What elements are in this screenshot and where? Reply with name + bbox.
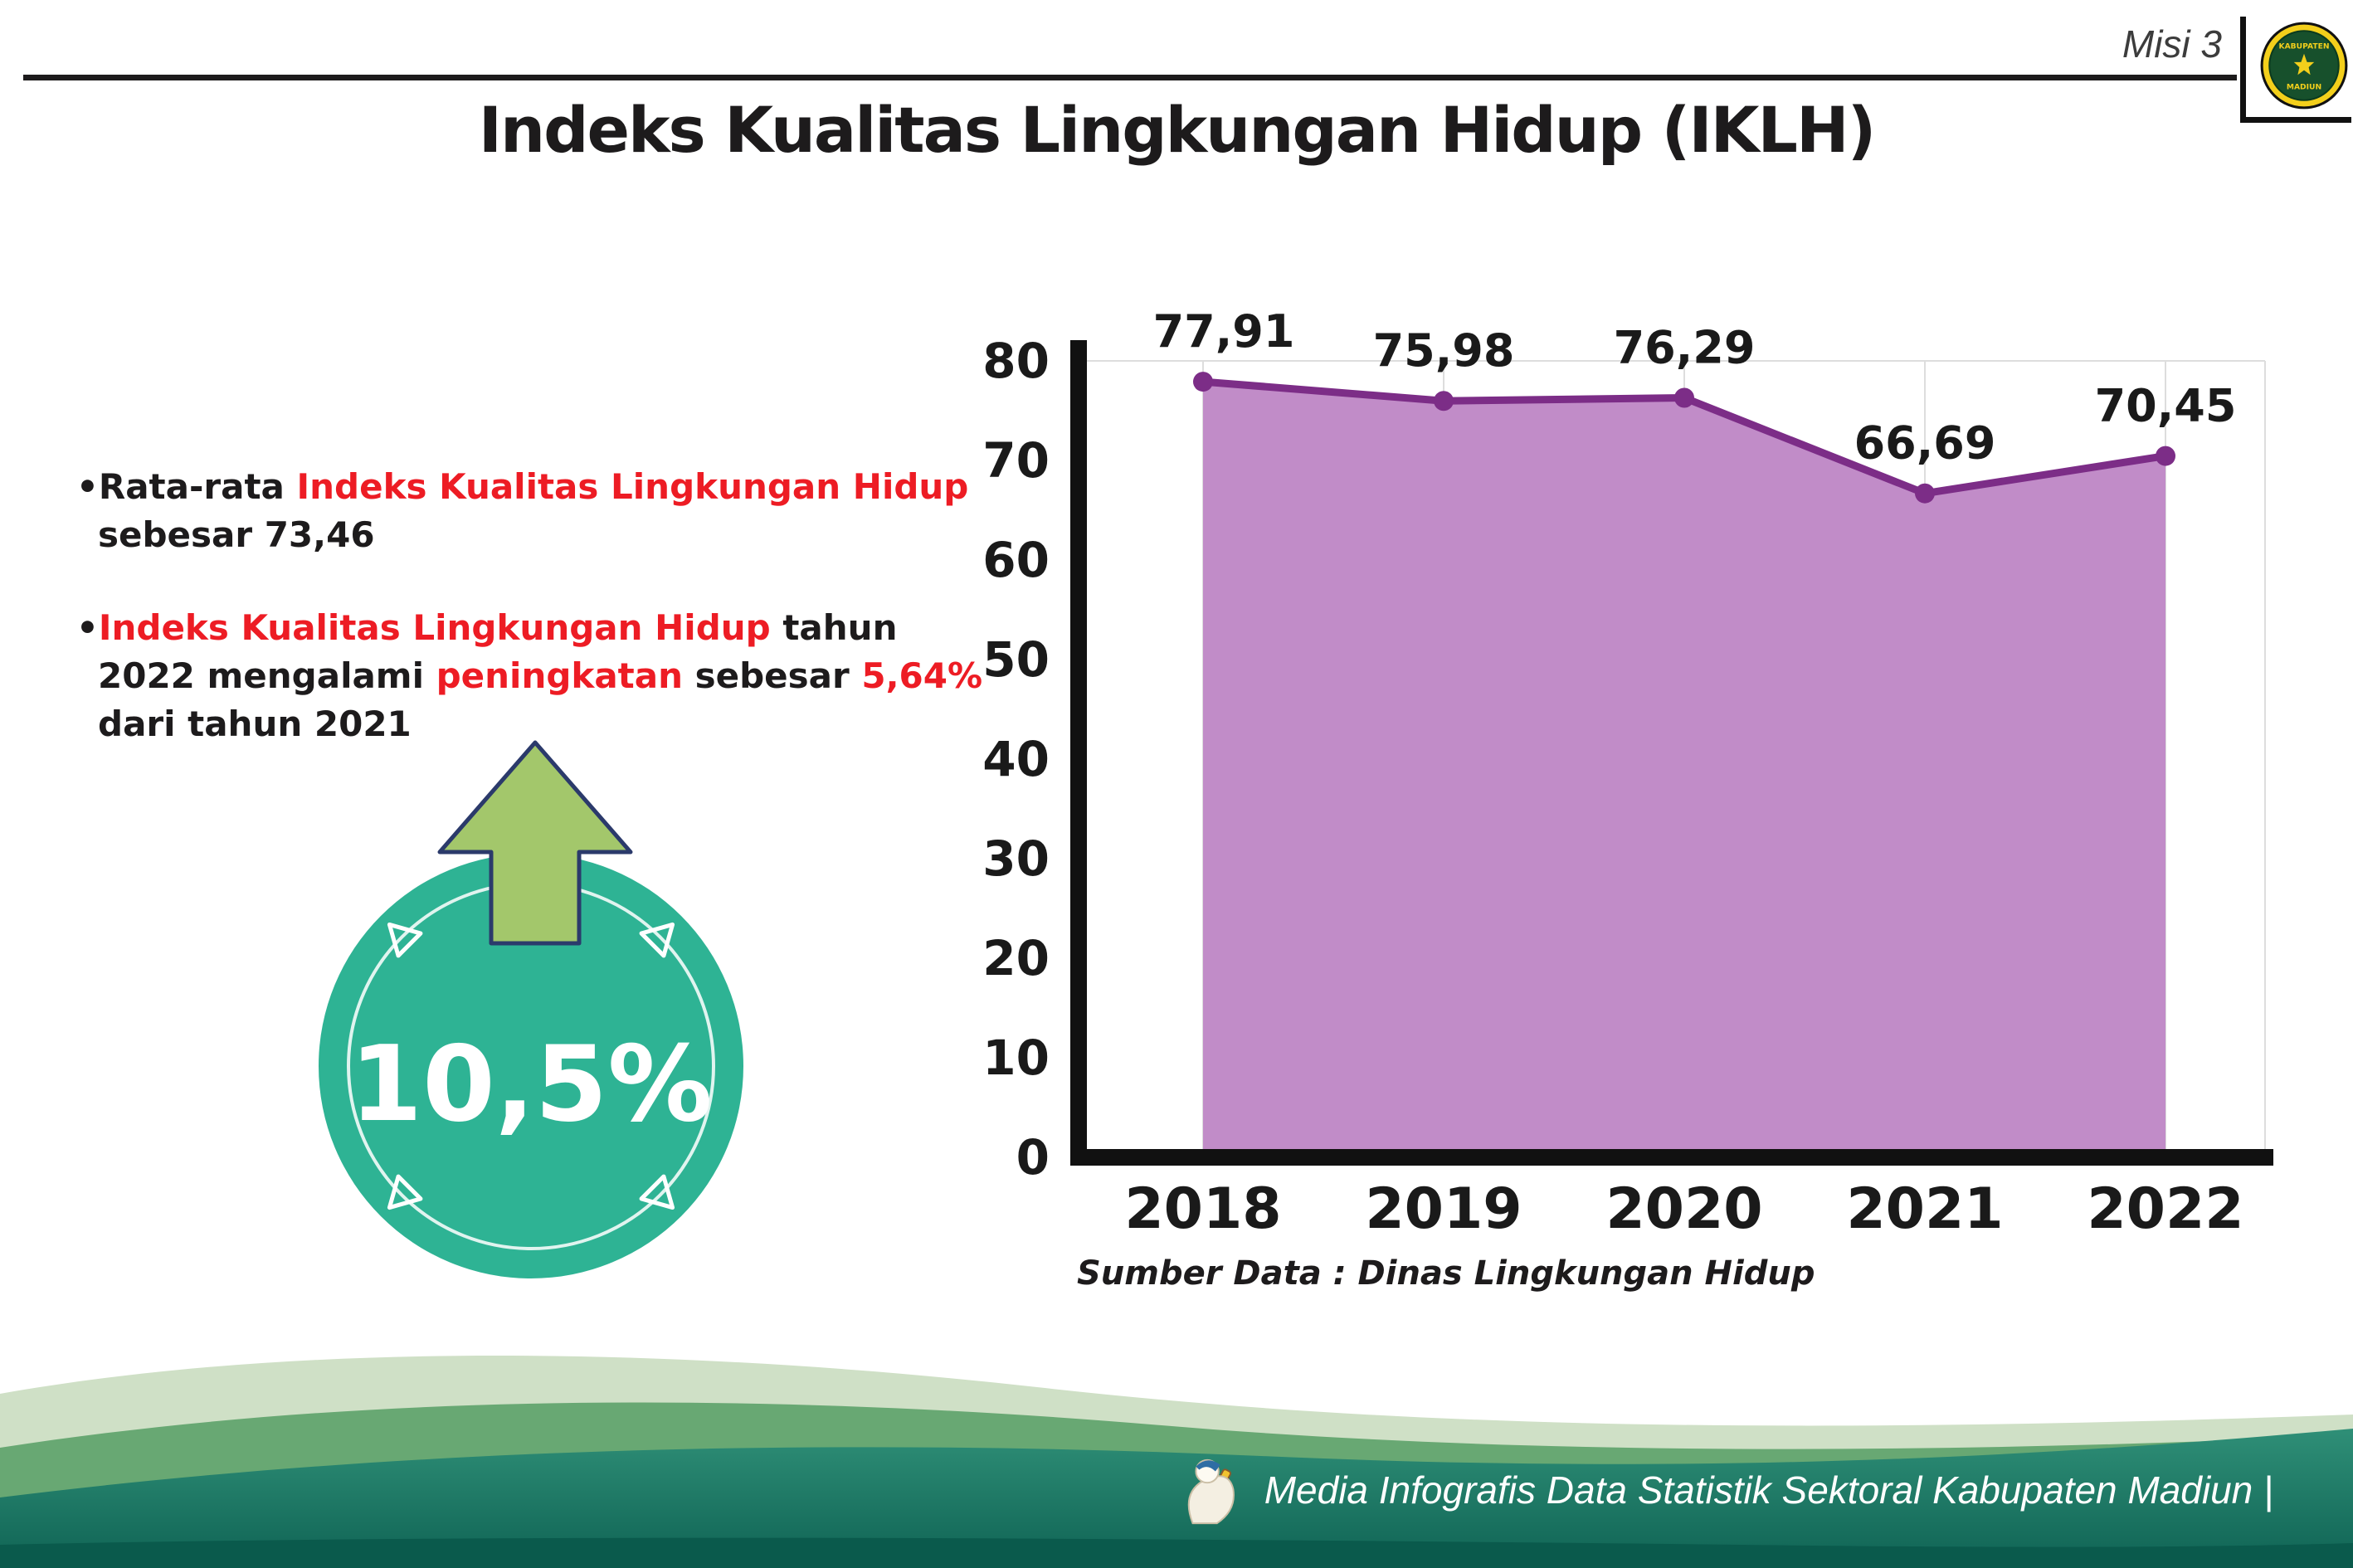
y-tick-label: 10 [982, 1030, 1050, 1086]
chart-source: Sumber Data : Dinas Lingkungan Hidup [1077, 1254, 1815, 1293]
up-arrow-icon [437, 740, 633, 946]
footer-wave-decoration [0, 1355, 2353, 1568]
logo-frame [2240, 17, 2246, 123]
value-label: 75,98 [1373, 324, 1515, 377]
logo-text-bottom: MADIUN [2287, 83, 2321, 92]
logo-frame [2240, 117, 2351, 123]
data-point [1915, 483, 1935, 504]
footer: Media Infografis Data Statistik Sektoral… [1175, 1452, 2273, 1528]
y-tick-label: 30 [982, 830, 1050, 887]
bullet-item: •Rata-rata Indeks Kualitas Lingkungan Hi… [76, 466, 969, 555]
y-tick-label: 80 [982, 333, 1050, 389]
y-tick-label: 0 [1016, 1129, 1050, 1186]
page-title: Indeks Kualitas Lingkungan Hidup (IKLH) [478, 93, 1877, 167]
bullet-marker: • [76, 466, 99, 507]
badge-value: 10,5% [349, 1023, 712, 1145]
data-point [1434, 391, 1454, 411]
x-tick-label: 2019 [1365, 1176, 1522, 1242]
misi-label: Misi 3 [2122, 22, 2222, 66]
kabupaten-madiun-crest-logo: KABUPATEN MADIUN [2260, 22, 2348, 110]
data-point [1674, 387, 1694, 408]
y-tick-label: 20 [982, 930, 1050, 986]
increase-badge: 10,5% [319, 740, 743, 1278]
ring-triangle-icons [387, 922, 675, 1210]
value-label: 70,45 [2095, 380, 2237, 432]
value-label: 66,69 [1854, 417, 1996, 470]
mascot-icon [1187, 1458, 1235, 1525]
x-tick-label: 2020 [1605, 1176, 1762, 1242]
value-label: 76,29 [1614, 322, 1756, 374]
bullet-list: •Rata-rata Indeks Kualitas Lingkungan Hi… [76, 463, 1006, 793]
y-tick-label: 40 [982, 731, 1050, 787]
y-tick-label: 50 [982, 631, 1050, 688]
iklh-area-chart: 77,91 75,98 76,29 66,69 70,45 0 10 20 30 40 50 60 70… [982, 305, 2273, 1242]
x-tick-label: 2021 [1846, 1176, 2003, 1242]
bullet-marker: • [76, 606, 99, 648]
data-point [2156, 446, 2175, 466]
badge-circle [319, 854, 743, 1278]
bullet-item: •Indeks Kualitas Lingkungan Hidup tahun … [76, 606, 983, 744]
y-tick-label: 70 [982, 432, 1050, 489]
logo-text-top: KABUPATEN [2278, 42, 2329, 51]
footer-caption: Media Infografis Data Statistik Sektoral… [1264, 1468, 2273, 1512]
value-label: 77,91 [1153, 305, 1295, 358]
area-fill [1203, 382, 2165, 1149]
x-tick-label: 2018 [1124, 1176, 1281, 1242]
top-rule [23, 75, 2237, 80]
y-axis [1070, 340, 1087, 1166]
x-tick-label: 2022 [2087, 1176, 2243, 1242]
x-axis [1070, 1149, 2273, 1166]
logo-star-icon [2293, 53, 2315, 75]
data-point [1193, 372, 1213, 392]
y-tick-label: 60 [982, 532, 1050, 588]
